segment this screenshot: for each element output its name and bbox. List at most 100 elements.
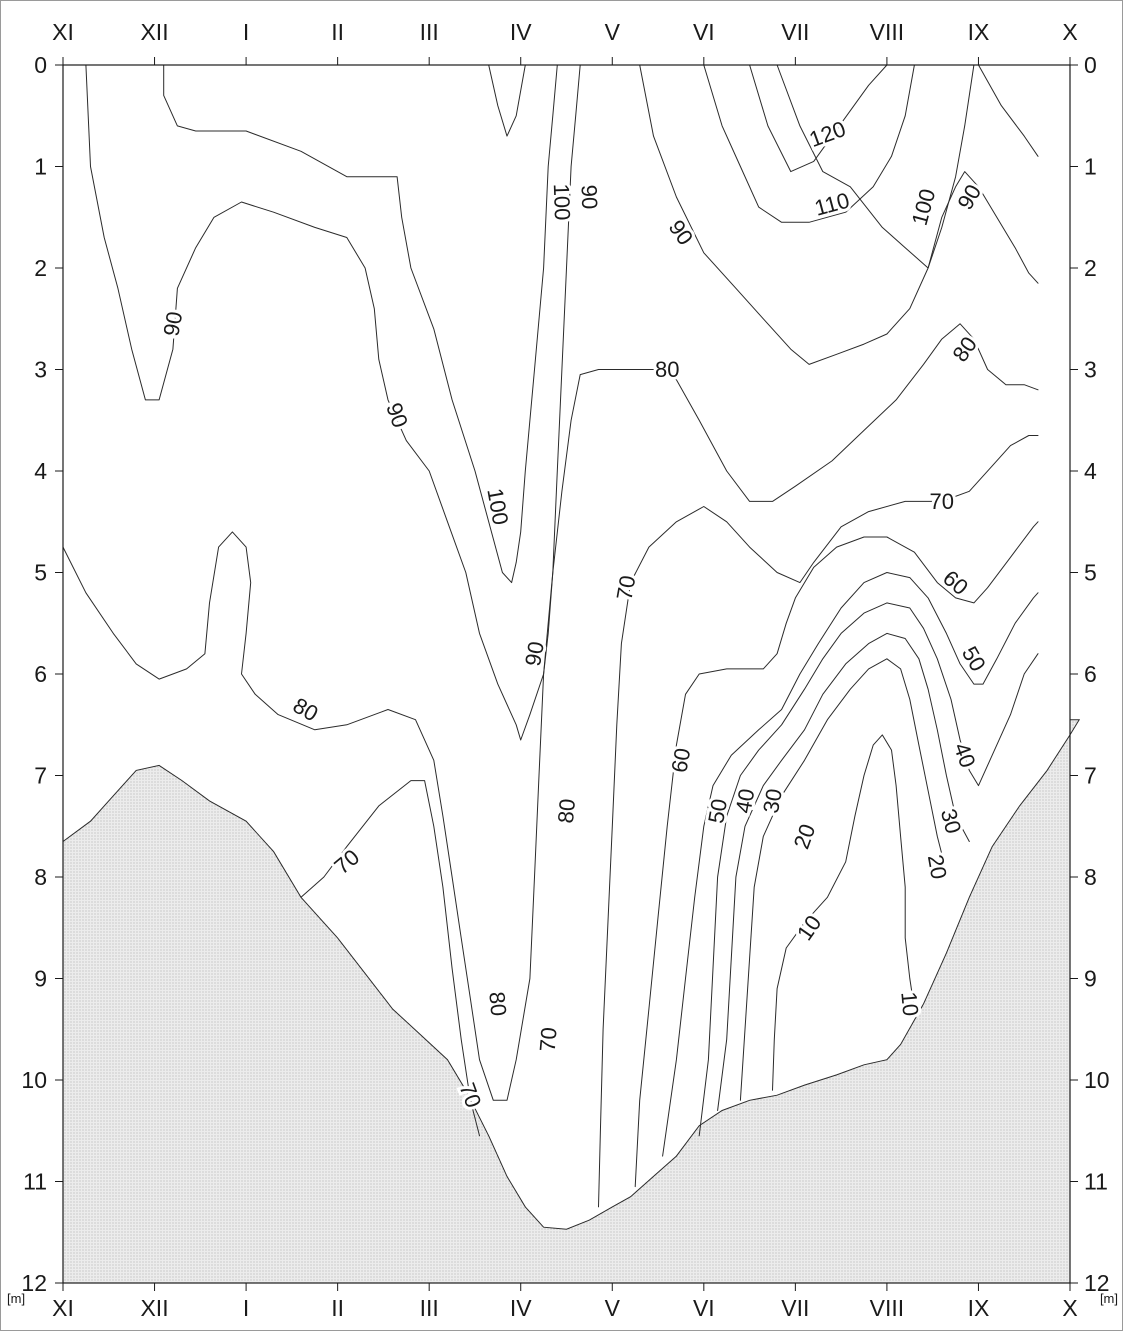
x-tick-label-bottom: VII xyxy=(781,1295,809,1321)
isoline-label-90: 90 xyxy=(381,399,413,431)
isoline-label-40: 40 xyxy=(731,787,760,815)
isoline-120 xyxy=(749,64,888,173)
y-tick-label-right: 9 xyxy=(1084,966,1097,992)
isoline-label-70: 70 xyxy=(930,489,954,514)
isoline-label-90: 90 xyxy=(520,639,549,667)
isoline-50 xyxy=(662,572,1039,1157)
isoline-70 xyxy=(598,435,1039,1208)
isoline-label-100: 100 xyxy=(549,183,575,221)
y-tick-label-right: 2 xyxy=(1084,255,1097,281)
x-tick-label-bottom: XI xyxy=(52,1295,74,1321)
y-tick-label-right: 0 xyxy=(1084,52,1097,78)
isoline-label-20: 20 xyxy=(923,853,952,881)
x-tick-label-top: III xyxy=(420,19,439,45)
x-tick-label-top: XI xyxy=(52,19,74,45)
isoline-label-80: 80 xyxy=(947,332,982,366)
isoline-label-40: 40 xyxy=(949,739,981,771)
isoline-100 xyxy=(488,64,526,137)
isoline-label-30: 30 xyxy=(936,806,966,836)
x-tick-label-top: VIII xyxy=(870,19,905,45)
isoline-90 xyxy=(85,64,581,741)
isoline-label-80: 80 xyxy=(655,357,679,382)
isoline-label-100: 100 xyxy=(907,186,941,228)
y-tick-label-left: 4 xyxy=(34,458,47,484)
x-tick-label-bottom: XII xyxy=(140,1295,168,1321)
x-tick-label-top: VII xyxy=(781,19,809,45)
y-tick-label-right: 1 xyxy=(1084,154,1097,180)
isoline-label-90: 90 xyxy=(664,215,699,249)
x-tick-label-top: XII xyxy=(140,19,168,45)
x-tick-label-top: X xyxy=(1062,19,1077,45)
x-tick-label-bottom: II xyxy=(331,1295,344,1321)
x-tick-label-bottom: IX xyxy=(968,1295,990,1321)
isoline-label-60: 60 xyxy=(938,565,973,600)
isoline-80 xyxy=(62,323,1039,1101)
y-tick-label-left: 10 xyxy=(21,1067,47,1093)
isoline-label-100: 100 xyxy=(482,486,513,527)
y-tick-label-right: 3 xyxy=(1084,357,1097,383)
isoline-100 xyxy=(776,64,975,269)
x-tick-label-bottom: VIII xyxy=(870,1295,905,1321)
y-tick-label-right: 7 xyxy=(1084,763,1097,789)
x-tick-label-bottom: V xyxy=(605,1295,621,1321)
y-tick-label-left: 7 xyxy=(34,763,47,789)
isoline-label-70: 70 xyxy=(329,844,364,879)
isoline-90 xyxy=(978,64,1039,157)
x-tick-label-top: VI xyxy=(693,19,715,45)
isoline-label-50: 50 xyxy=(957,642,991,676)
y-tick-label-right: 12 xyxy=(1084,1270,1110,1296)
x-tick-label-bottom: VI xyxy=(693,1295,715,1321)
y-tick-label-left: 3 xyxy=(34,357,47,383)
isoline-40 xyxy=(698,602,1039,1137)
isoline-label-60: 60 xyxy=(666,746,695,774)
y-tick-label-left: 9 xyxy=(34,966,47,992)
isoline-90 xyxy=(639,64,1039,365)
y-tick-label-left: 5 xyxy=(34,560,47,586)
y-tick-label-left: 2 xyxy=(34,255,47,281)
y-tick-label-left: 12 xyxy=(21,1270,47,1296)
x-tick-label-top: IV xyxy=(510,19,532,45)
isoline-label-10: 10 xyxy=(896,991,923,1018)
y-tick-label-left: 11 xyxy=(23,1169,47,1195)
isoline-30 xyxy=(717,632,970,1111)
y-unit-label-right: [m] xyxy=(1100,1291,1118,1306)
isoline-label-80: 80 xyxy=(484,991,511,1018)
isoline-label-70: 70 xyxy=(612,573,641,601)
isoline-110 xyxy=(703,64,915,223)
isoline-70 xyxy=(300,780,480,1137)
isoline-label-90: 90 xyxy=(158,310,187,338)
isoline-100 xyxy=(163,64,558,584)
isoline-label-50: 50 xyxy=(703,797,732,825)
isoline-label-90: 90 xyxy=(952,180,986,214)
isoline-label-80: 80 xyxy=(553,798,580,825)
bottom-profile-fill xyxy=(62,719,1081,1284)
y-tick-label-right: 4 xyxy=(1084,458,1097,484)
isoline-label-90: 90 xyxy=(576,184,602,209)
isoline-label-110: 110 xyxy=(812,187,852,220)
x-tick-label-bottom: III xyxy=(420,1295,439,1321)
isoline-20 xyxy=(739,658,947,1101)
y-tick-label-right: 11 xyxy=(1084,1169,1108,1195)
x-tick-label-top: V xyxy=(605,19,621,45)
x-tick-label-bottom: I xyxy=(243,1295,249,1321)
y-tick-label-right: 10 xyxy=(1084,1067,1110,1093)
isoline-label-10: 10 xyxy=(792,911,827,945)
y-tick-label-right: 6 xyxy=(1084,661,1097,687)
isoline-label-30: 30 xyxy=(758,787,787,815)
y-tick-label-right: 5 xyxy=(1084,560,1097,586)
x-tick-label-bottom: IV xyxy=(510,1295,532,1321)
x-tick-label-top: IX xyxy=(968,19,990,45)
isoline-60 xyxy=(634,521,1039,1188)
x-tick-label-top: II xyxy=(331,19,344,45)
y-tick-label-left: 6 xyxy=(34,661,47,687)
y-tick-label-left: 8 xyxy=(34,864,47,890)
isoline-label-70: 70 xyxy=(535,1026,562,1053)
y-tick-label-left: 0 xyxy=(34,52,47,78)
x-tick-label-top: I xyxy=(243,19,249,45)
y-tick-label-left: 1 xyxy=(34,154,47,180)
isoline-10 xyxy=(772,734,915,1091)
x-tick-label-bottom: X xyxy=(1062,1295,1077,1321)
y-tick-label-right: 8 xyxy=(1084,864,1097,890)
